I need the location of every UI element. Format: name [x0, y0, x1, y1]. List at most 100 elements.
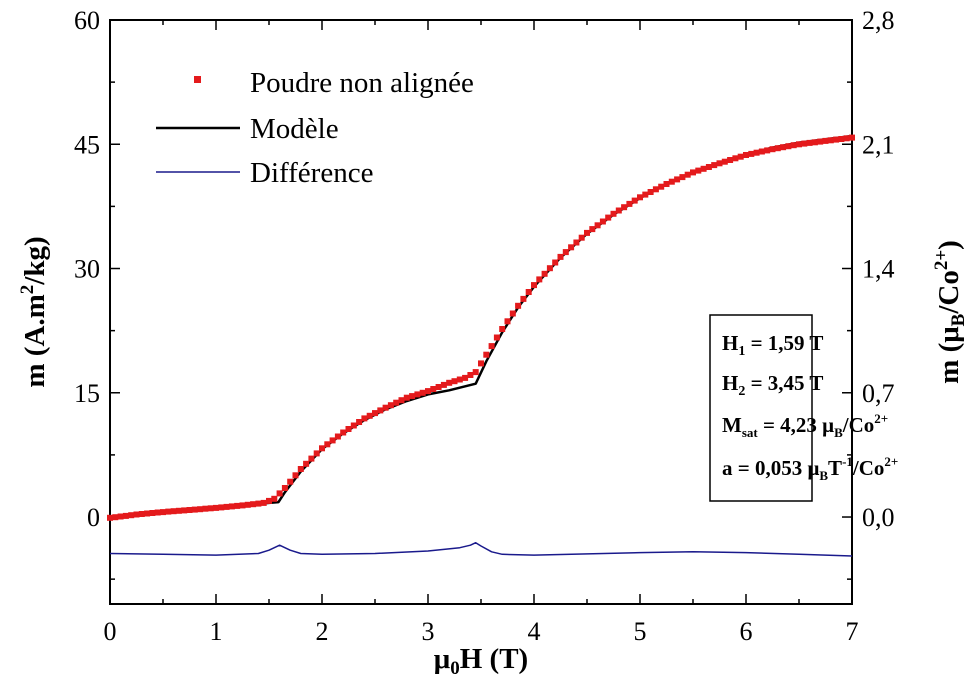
y2-axis-ticks: 0,0 0,7 1,4 2,1 2,8 — [842, 6, 895, 580]
series-0-point — [478, 360, 484, 367]
series-0-point — [843, 135, 850, 142]
series-0-point — [144, 510, 151, 517]
parameter-box: H1 = 1,59 T H2 = 3,45 T Msat = 4,23 μB/C… — [709, 314, 898, 502]
series-0-point — [234, 502, 241, 509]
legend-label-difference: Différence — [250, 157, 373, 189]
series-0-point — [674, 176, 681, 183]
series-0-point — [690, 169, 696, 176]
series-0-point — [213, 504, 219, 511]
series-0-point — [711, 162, 718, 169]
series-0-point — [334, 433, 341, 440]
x-axis-ticks: 0 1 2 3 4 5 6 7 — [104, 20, 859, 646]
series-0-point — [525, 289, 532, 295]
series-0-point — [753, 149, 760, 156]
legend: Poudre non alignée Modèle Différence — [156, 67, 474, 189]
series-0-point — [308, 455, 315, 462]
series-0-point — [668, 178, 675, 185]
series-0-point — [276, 490, 283, 497]
series-0-point — [382, 404, 389, 411]
param-h2: H2 = 3,45 T — [722, 371, 823, 399]
series-0-point — [796, 141, 802, 148]
series-0-point — [684, 171, 691, 178]
series-0-point — [435, 384, 442, 390]
series-0-point — [573, 239, 580, 246]
series-0-point — [827, 137, 834, 144]
series-0-point — [764, 147, 771, 154]
series-0-point — [732, 155, 739, 162]
series-0-point — [631, 197, 638, 204]
series-0-point — [599, 218, 606, 225]
series-0-point — [149, 510, 156, 516]
x-tick-label-3: 3 — [422, 617, 435, 646]
series-0-point — [181, 507, 188, 514]
series-0-point — [107, 514, 113, 521]
y-tick-label-1: 15 — [74, 379, 100, 408]
y-axis-title: m (A.m2/kg) — [17, 236, 51, 387]
parameter-box-frame — [709, 314, 813, 502]
series-0-point — [652, 186, 659, 193]
series-0-point — [324, 441, 331, 448]
x-tick-label-2: 2 — [316, 617, 329, 646]
series-0-point — [207, 505, 214, 512]
series-0-point — [748, 150, 755, 157]
y2-tick-label-0: 0,0 — [862, 503, 895, 532]
series-0-point — [361, 415, 368, 422]
series-0-point — [552, 259, 559, 266]
series-0-point — [223, 503, 230, 510]
series-0-point — [642, 191, 649, 198]
y2-axis-title: m (μB/Co2+) — [931, 240, 969, 384]
x-tick-label-1: 1 — [210, 617, 223, 646]
series-0-point — [562, 249, 569, 256]
series-0-point — [186, 507, 193, 513]
series-0-point — [175, 507, 182, 514]
series-0-point — [165, 508, 172, 515]
series-0-point — [811, 139, 818, 146]
series-0-point — [509, 310, 516, 317]
series-0-point — [679, 174, 686, 181]
x-tick-label-5: 5 — [634, 617, 647, 646]
series-0-point — [801, 140, 808, 147]
series-0-point — [493, 334, 500, 341]
series-0-point — [467, 372, 474, 378]
series-0-point — [584, 229, 590, 236]
series-0-point — [568, 244, 575, 251]
series-0-point — [737, 153, 744, 160]
series-0-point — [377, 407, 384, 414]
series-0-point — [621, 204, 628, 211]
series-0-point — [239, 502, 246, 509]
series-2-line — [109, 541, 853, 557]
y-tick-label-4: 60 — [74, 6, 100, 35]
legend-label-poudre: Poudre non alignée — [250, 67, 474, 99]
series-0-point — [488, 343, 495, 350]
y-axis-ticks: 0 15 30 45 60 — [74, 6, 120, 580]
series-0-point — [440, 381, 447, 388]
series-0-point — [557, 253, 564, 260]
series-0-point — [790, 142, 797, 149]
series-0-point — [695, 167, 702, 174]
series-0-point — [626, 200, 633, 207]
series-0-point — [658, 183, 665, 190]
series-0-point — [451, 378, 458, 385]
series-0-point — [112, 514, 119, 521]
series-0-point — [700, 165, 707, 172]
series-0-point — [292, 472, 299, 479]
y2-tick-label-2: 1,4 — [862, 255, 895, 284]
series-0-point — [250, 501, 257, 508]
series-0-point — [387, 402, 394, 409]
series-layer — [107, 134, 855, 557]
series-0-point — [271, 495, 278, 502]
y-tick-label-0: 0 — [87, 503, 100, 532]
series-0-point — [536, 276, 543, 283]
series-0-point — [160, 509, 166, 516]
series-0-point — [266, 497, 272, 504]
series-0-point — [504, 318, 511, 325]
series-0-point — [244, 501, 251, 508]
series-0-point — [133, 511, 140, 518]
series-0-point — [780, 144, 787, 151]
series-0-point — [446, 379, 453, 386]
series-0-point — [499, 326, 506, 332]
series-0-point — [340, 429, 347, 436]
series-0-point — [366, 412, 373, 419]
series-0-point — [743, 152, 749, 158]
series-0-point — [138, 511, 145, 517]
